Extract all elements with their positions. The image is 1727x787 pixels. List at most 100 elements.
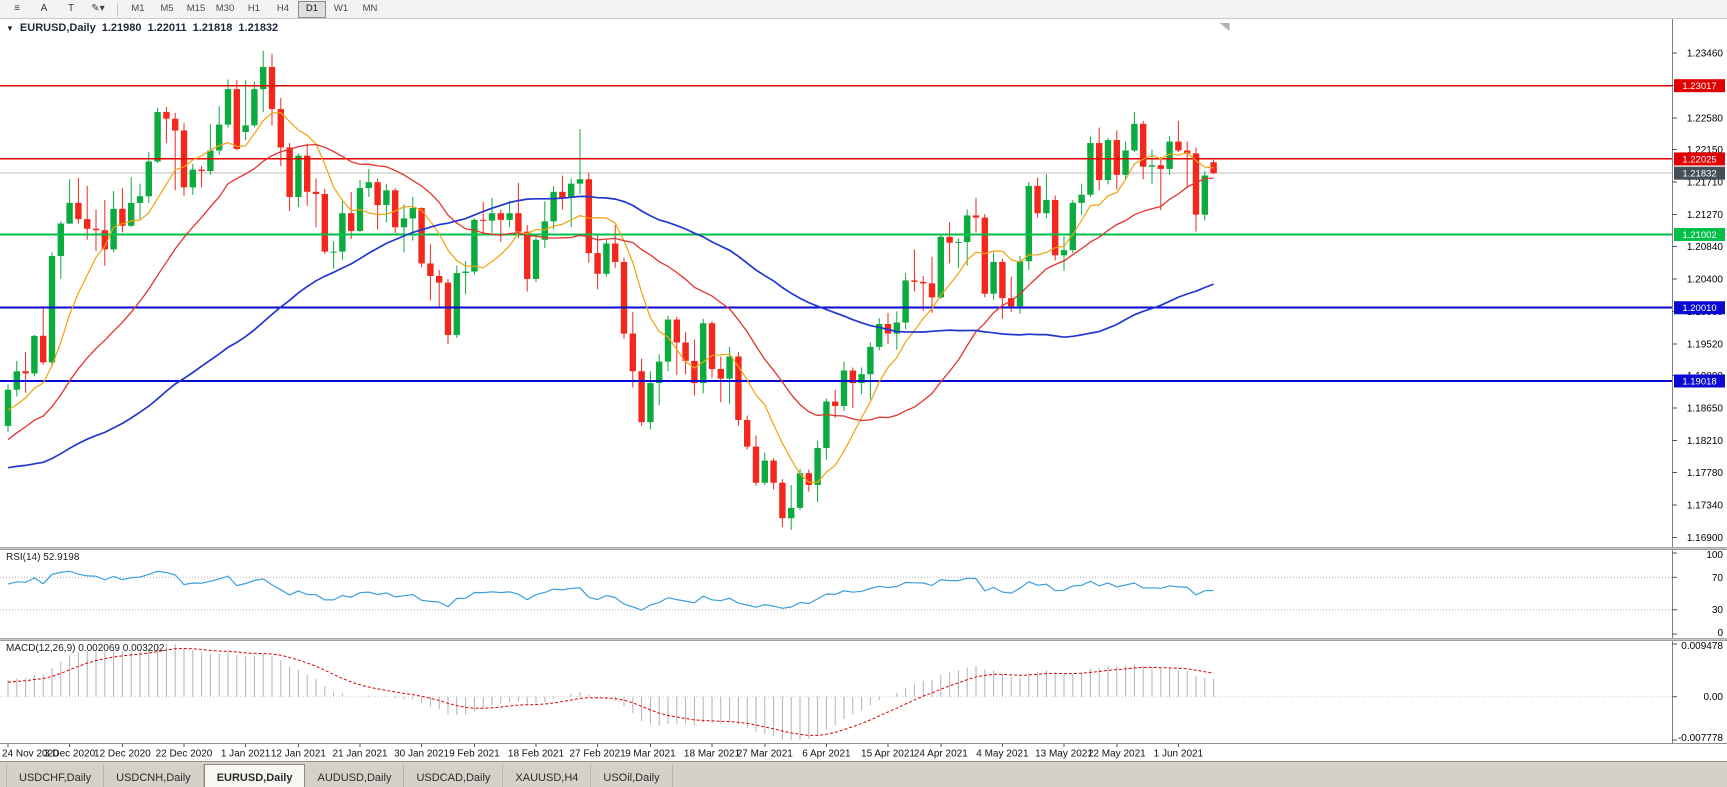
price-tag (1674, 166, 1725, 180)
candle-body (1131, 123, 1138, 151)
candle-body (198, 169, 205, 172)
timeframe-button-m1[interactable]: M1 (131, 2, 145, 14)
candle-body (964, 215, 971, 243)
candle-body (788, 507, 795, 519)
chart-objects-icon[interactable]: ≡ (14, 2, 20, 14)
timeframe-button-w1[interactable]: W1 (333, 2, 349, 14)
main-chart-canvas[interactable]: 1.234601.230201.225801.221501.217101.212… (0, 19, 1727, 547)
time-axis-label: 15 Apr 2021 (861, 749, 915, 760)
candle-body (1140, 123, 1147, 167)
candle-body (1078, 194, 1085, 203)
candle-body (726, 356, 733, 379)
timeframe-button-m15[interactable]: M15 (186, 2, 206, 14)
candle-body (312, 191, 320, 195)
chart-tab-usoil[interactable]: USOil,Daily (591, 764, 673, 787)
candle-body (981, 217, 988, 294)
candle-body (48, 256, 56, 363)
price-scale-label: 1.22580 (1687, 113, 1724, 124)
chart-tab-usdcad[interactable]: USDCAD,Daily (404, 764, 504, 787)
time-axis-label: 21 Jan 2021 (332, 749, 387, 760)
time-axis-label: 1 Jun 2021 (1154, 749, 1204, 760)
time-axis-label: 18 Feb 2021 (508, 749, 565, 760)
candle-body (717, 369, 724, 379)
ma-21-line (7, 143, 1214, 441)
timeframe-button-h1[interactable]: H1 (247, 2, 261, 14)
rsi-canvas[interactable]: 100 70 30 0 (0, 550, 1727, 638)
macd-pane[interactable]: 0.009478 0.00 -0.007778 MACD(12,26,9) 0.00… (0, 641, 1727, 743)
candle-body (1104, 140, 1112, 180)
candle-body (321, 194, 328, 252)
candle-body (418, 208, 425, 264)
macd-scale-label: -0.007778 (1678, 733, 1723, 743)
candle-body (84, 219, 91, 229)
candle-body (40, 335, 47, 363)
chart-tab-eurusd[interactable]: EURUSD,Daily (203, 764, 306, 787)
candle-body (1122, 150, 1129, 175)
timeframe-button-d1[interactable]: D1 (298, 0, 326, 18)
candle-body (57, 223, 64, 257)
price-scale-label: 1.16900 (1687, 533, 1724, 544)
chart-tab-usdchf[interactable]: USDCHF,Daily (6, 764, 105, 787)
candle-body (532, 239, 540, 279)
price-tag-label: 1.19018 (1682, 376, 1716, 387)
macd-canvas[interactable]: 0.009478 0.00 -0.007778 (0, 641, 1727, 743)
candle-body (119, 208, 126, 226)
candle-body (207, 150, 214, 172)
timeframe-button-mn[interactable]: MN (362, 2, 378, 14)
candle-body (1201, 175, 1208, 215)
candle-body (471, 219, 478, 272)
chart-tab-usdcnh[interactable]: USDCNH,Daily (104, 764, 204, 787)
candle-body (172, 118, 179, 131)
candle-body (541, 221, 548, 240)
candle-body (629, 333, 636, 372)
pane-splitter[interactable] (0, 547, 1727, 550)
ma-55-line (7, 195, 1214, 469)
time-axis-label: 9 Feb 2021 (449, 749, 500, 760)
price-scale-label: 1.23460 (1687, 48, 1724, 59)
candle-body (506, 213, 513, 220)
timeframe-button-m30[interactable]: M30 (215, 2, 235, 14)
price-scale-label: 1.21270 (1687, 210, 1724, 221)
candle-body (348, 213, 355, 231)
price-tag-label: 1.23017 (1682, 81, 1716, 92)
time-axis-label: 22 May 2021 (1088, 749, 1146, 760)
candle-body (1157, 165, 1164, 169)
candle-body (22, 371, 29, 374)
candle-body (999, 261, 1006, 299)
rsi-pane[interactable]: 100 70 30 0 RSI(14) 52.9198 (0, 550, 1727, 638)
price-tag (1674, 79, 1725, 93)
price-scale-label: 1.21710 (1687, 178, 1724, 189)
candle-body (392, 190, 399, 228)
pane-splitter[interactable] (0, 638, 1727, 641)
candle-body (832, 401, 839, 406)
candle-body (805, 473, 812, 485)
chart-shift-marker[interactable] (1219, 23, 1230, 31)
candle-body (1148, 165, 1156, 167)
main-chart-pane[interactable]: 1.234601.230201.225801.221501.217101.212… (0, 19, 1727, 547)
time-axis[interactable]: 24 Nov 2020 3 Dec 2020 12 Dec 2020 22 Dec 2… (0, 743, 1727, 761)
chart-tab-audusd[interactable]: AUDUSD,Daily (305, 764, 405, 787)
candle-body (1034, 185, 1041, 214)
draw-tool[interactable]: ✎▾ (91, 2, 105, 14)
time-axis-label: 12 Jan 2021 (271, 749, 326, 760)
text-cursor-tool[interactable]: T (67, 2, 75, 14)
time-axis-label: 12 Dec 2020 (94, 749, 151, 760)
candle-body (796, 473, 804, 508)
candle-body (1043, 199, 1050, 214)
text-label-tool[interactable]: A (40, 2, 48, 14)
price-tag-label: 1.21832 (1682, 169, 1716, 180)
candle-body (858, 374, 865, 384)
timeframe-button-m5[interactable]: M5 (160, 2, 174, 14)
candle-body (647, 383, 654, 423)
candle-body (928, 283, 936, 298)
candle-body (849, 370, 856, 384)
candle-body (779, 482, 786, 519)
timeframe-button-h4[interactable]: H4 (276, 2, 290, 14)
candle-body (1113, 140, 1120, 175)
chart-tab-xauusd[interactable]: XAUUSD,H4 (503, 764, 592, 787)
candle-body (744, 419, 751, 447)
time-axis-label: 24 Apr 2021 (914, 749, 968, 760)
candle-body (1052, 199, 1059, 256)
candle-body (4, 389, 12, 426)
